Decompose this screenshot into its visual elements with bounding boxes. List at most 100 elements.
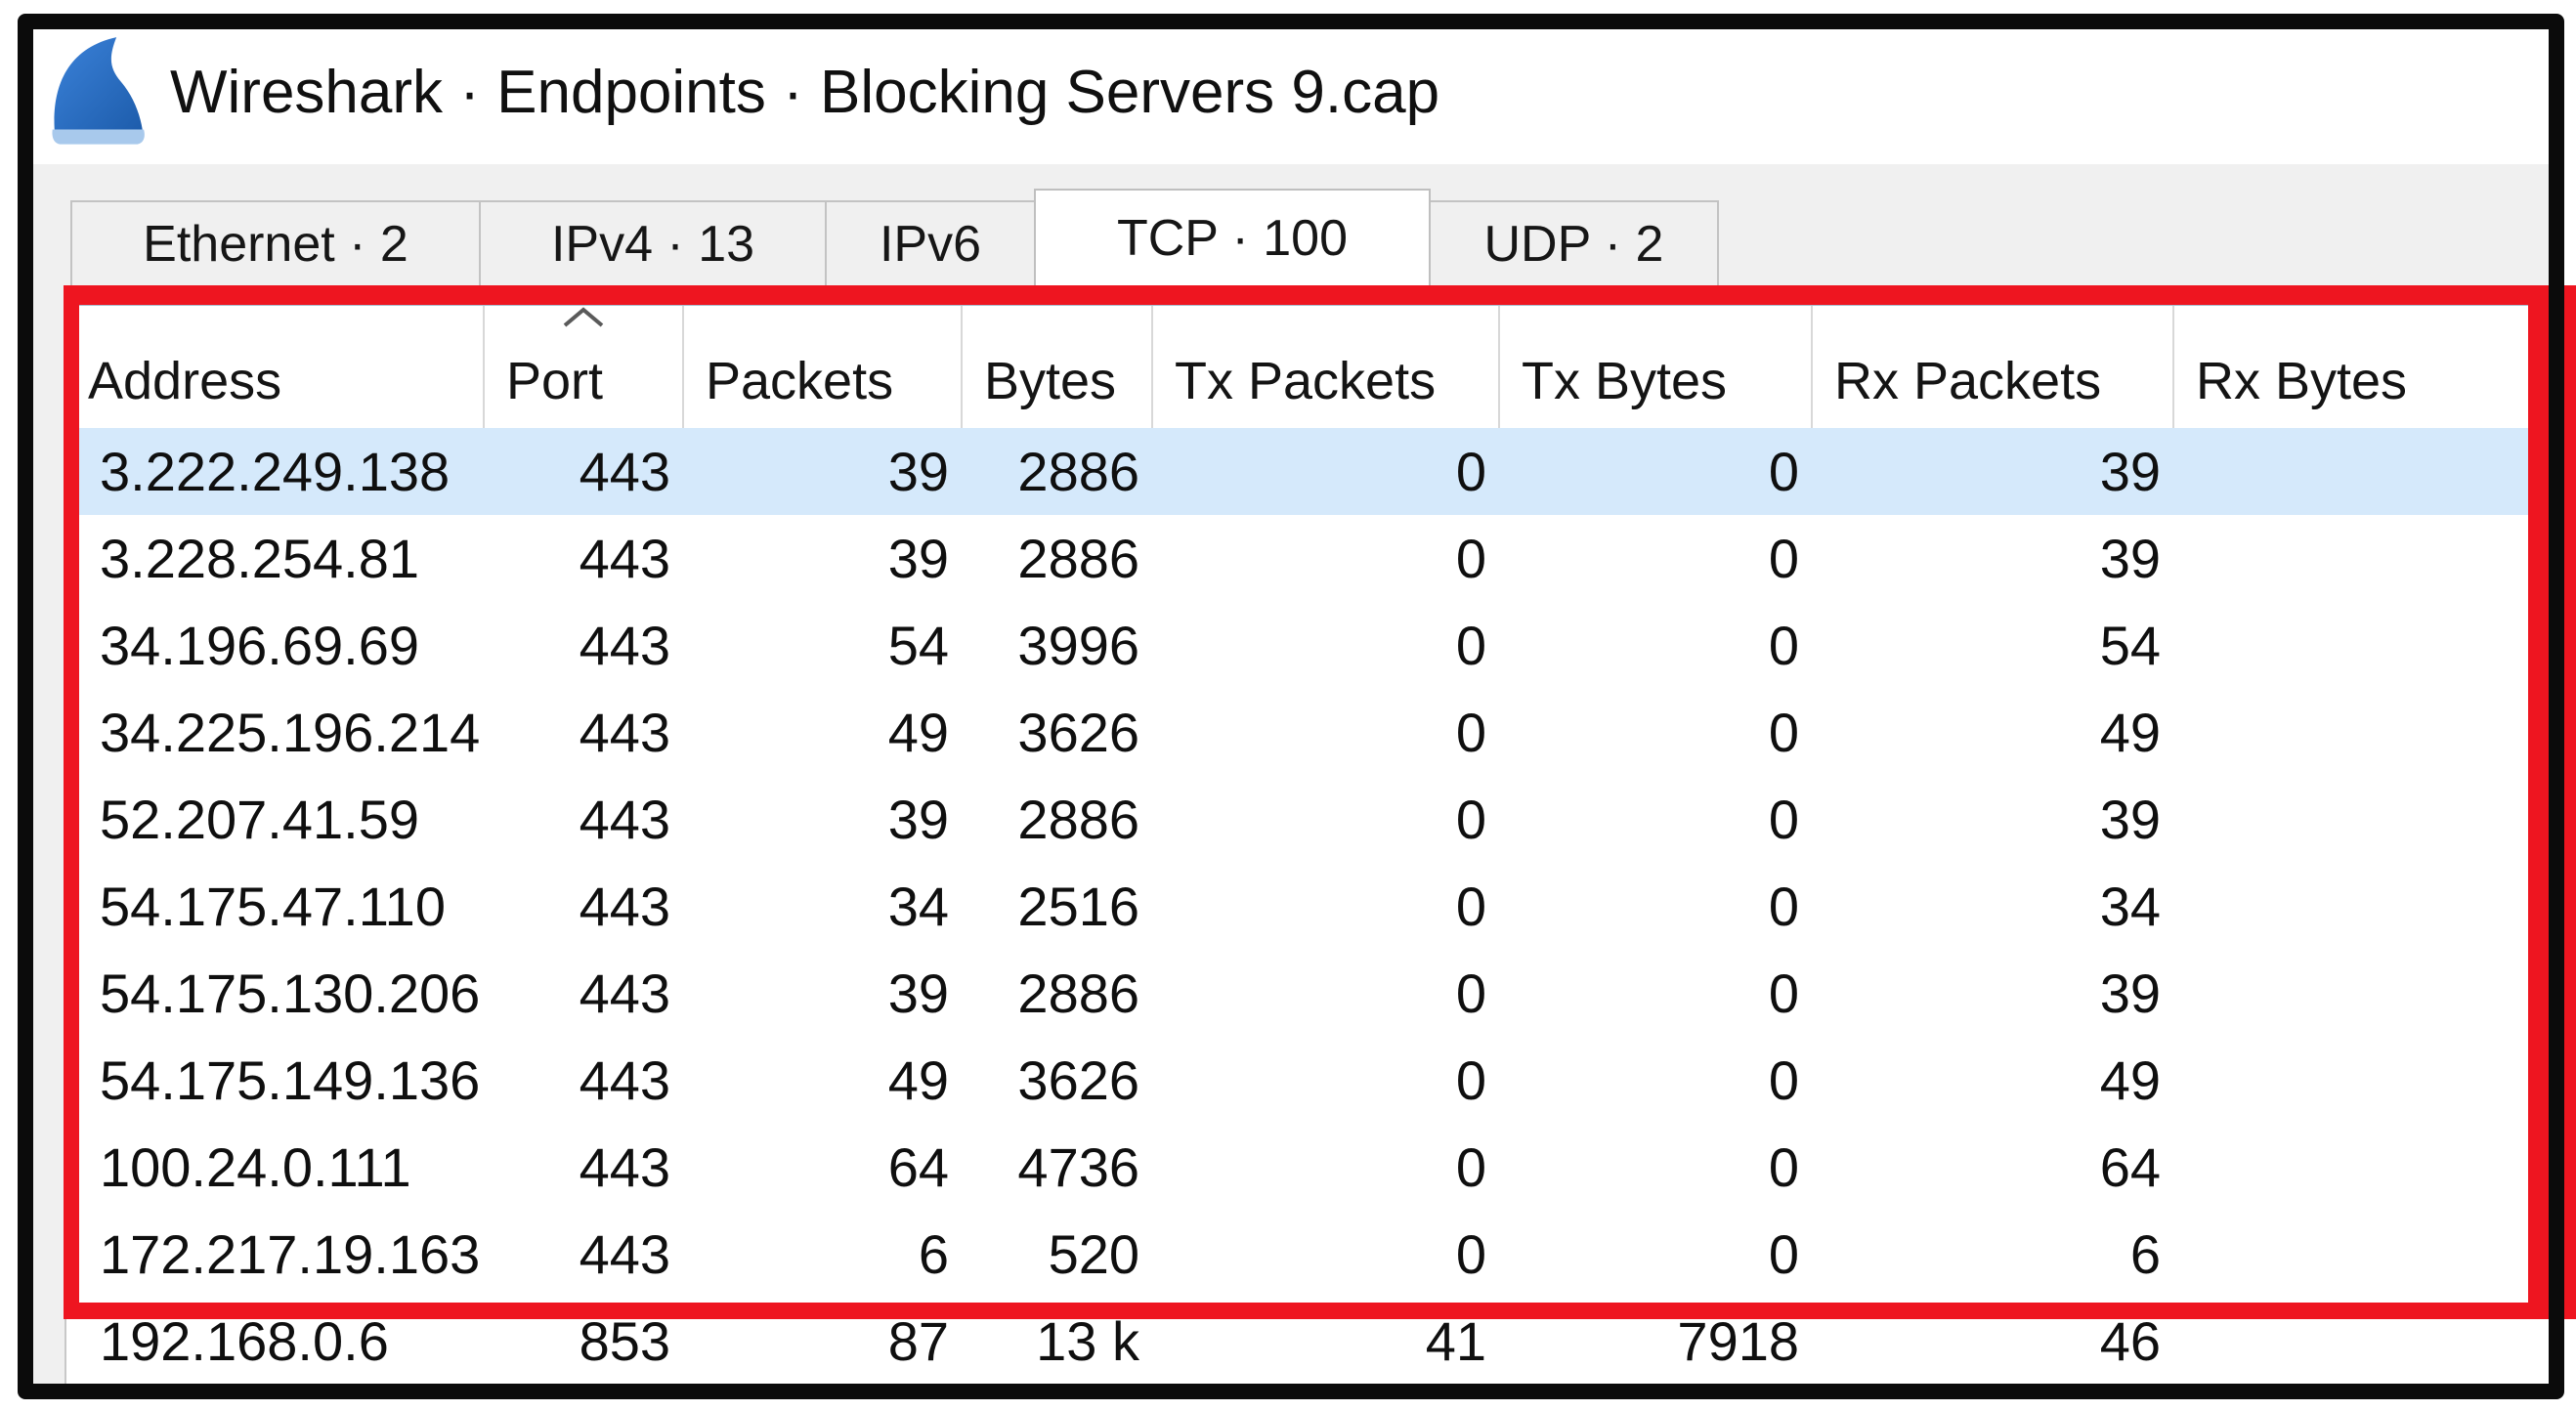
table-row[interactable]: 54.175.47.110 443 34 2516 0 0 34 [66, 863, 2549, 950]
cell-rx_packets: 49 [2099, 1049, 2161, 1111]
cell-rx_packets: 39 [2099, 789, 2161, 850]
cell-bytes: 3626 [1017, 1049, 1139, 1111]
cell-packets: 6 [918, 1223, 949, 1285]
cell-port: 443 [579, 528, 670, 589]
column-header-address[interactable]: Address [66, 306, 485, 428]
tab-tcp[interactable]: TCP · 100 [1034, 189, 1431, 285]
cell-packets: 64 [887, 1136, 949, 1198]
cell-tx_packets: 0 [1455, 962, 1486, 1024]
table-row[interactable]: 52.207.41.59 443 39 2886 0 0 39 [66, 776, 2549, 863]
wireshark-endpoints-window: Wireshark · Endpoints · Blocking Servers… [33, 29, 2549, 1384]
cell-tx_packets: 0 [1455, 441, 1486, 502]
cell-rx_bytes [2174, 1298, 2549, 1384]
table-row[interactable]: 192.168.0.6 853 87 13 k 41 7918 46 [66, 1298, 2549, 1384]
cell-rx_packets: 6 [2129, 1223, 2161, 1285]
cell-tx_bytes: 0 [1768, 528, 1799, 589]
cell-bytes: 2886 [1017, 789, 1139, 850]
column-header-port-label: Port [506, 351, 604, 410]
cell-rx_bytes [2174, 1211, 2549, 1298]
cell-rx_packets: 49 [2099, 702, 2161, 763]
table-row[interactable]: 34.225.196.214 443 49 3626 0 0 49 [66, 689, 2549, 776]
column-header-port[interactable]: Port [485, 306, 684, 428]
cell-rx_packets: 39 [2099, 441, 2161, 502]
cell-port: 443 [579, 615, 670, 676]
title-bar: Wireshark · Endpoints · Blocking Servers… [33, 29, 2549, 164]
tab-udp[interactable]: UDP · 2 [1429, 200, 1719, 285]
cell-rx_packets: 34 [2099, 876, 2161, 937]
cell-port: 443 [579, 441, 670, 502]
table-row[interactable]: 54.175.149.136 443 49 3626 0 0 49 [66, 1037, 2549, 1124]
cell-packets: 39 [887, 528, 949, 589]
table-row[interactable]: 172.217.19.163 443 6 520 0 0 6 [66, 1211, 2549, 1298]
cell-address: 34.225.196.214 [100, 702, 481, 763]
wireshark-fin-icon [52, 37, 145, 145]
cell-bytes: 2886 [1017, 528, 1139, 589]
cell-tx_bytes: 0 [1768, 615, 1799, 676]
cell-address: 54.175.47.110 [100, 876, 446, 937]
table-body: 3.222.249.138 443 39 2886 0 0 39 3.228.254.81 44… [66, 428, 2549, 1384]
table-row[interactable]: 3.222.249.138 443 39 2886 0 0 39 [66, 428, 2549, 515]
cell-bytes: 520 [1048, 1223, 1139, 1285]
column-header-rx-bytes[interactable]: Rx Bytes [2196, 351, 2408, 410]
table-row[interactable]: 54.175.130.206 443 39 2886 0 0 39 [66, 950, 2549, 1037]
endpoint-type-tabs: Ethernet · 2 IPv4 · 13 IPv6 TCP · 100 UD… [70, 189, 1719, 285]
cell-address: 3.222.249.138 [100, 441, 451, 502]
cell-address: 192.168.0.6 [100, 1310, 389, 1372]
cell-bytes: 3996 [1017, 615, 1139, 676]
cell-packets: 49 [887, 1049, 949, 1111]
tab-ethernet[interactable]: Ethernet · 2 [70, 200, 481, 285]
cell-address: 34.196.69.69 [100, 615, 419, 676]
cell-port: 443 [579, 962, 670, 1024]
endpoints-table-pane: Address Port Packets Bytes Tx Packets Tx… [64, 303, 2549, 1384]
cell-rx_bytes [2174, 863, 2549, 950]
cell-packets: 49 [887, 702, 949, 763]
cell-port: 443 [579, 789, 670, 850]
cell-tx_packets: 0 [1455, 702, 1486, 763]
cell-tx_bytes: 0 [1768, 1223, 1799, 1285]
cell-tx_packets: 0 [1455, 615, 1486, 676]
cell-address: 172.217.19.163 [100, 1223, 481, 1285]
cell-address: 100.24.0.111 [100, 1136, 411, 1198]
table-row[interactable]: 34.196.69.69 443 54 3996 0 0 54 [66, 602, 2549, 689]
table-row[interactable]: 100.24.0.111 443 64 4736 0 0 64 [66, 1124, 2549, 1211]
cell-port: 443 [579, 876, 670, 937]
table-row[interactable]: 3.228.254.81 443 39 2886 0 0 39 [66, 515, 2549, 602]
cell-address: 52.207.41.59 [100, 789, 419, 850]
cell-port: 443 [579, 1223, 670, 1285]
cell-port: 443 [579, 1049, 670, 1111]
column-header-bytes[interactable]: Bytes [963, 306, 1153, 428]
column-header-tx-packets[interactable]: Tx Packets [1153, 306, 1500, 428]
table-header-row: Address Port Packets Bytes Tx Packets Tx… [66, 306, 2549, 428]
cell-rx_bytes [2174, 776, 2549, 863]
cell-tx_bytes: 0 [1768, 1049, 1799, 1111]
cell-rx_bytes [2174, 950, 2549, 1037]
cell-rx_bytes [2174, 515, 2549, 602]
column-header-rx-packets[interactable]: Rx Packets [1813, 306, 2174, 428]
cell-tx_packets: 0 [1455, 789, 1486, 850]
cell-packets: 54 [887, 615, 949, 676]
column-header-packets[interactable]: Packets [684, 306, 963, 428]
cell-tx_packets: 41 [1425, 1310, 1486, 1372]
cell-rx_packets: 39 [2099, 528, 2161, 589]
cell-rx_packets: 46 [2099, 1310, 2161, 1372]
cell-rx_bytes [2174, 1124, 2549, 1211]
cell-rx_bytes [2174, 428, 2549, 515]
cell-tx_packets: 0 [1455, 1049, 1486, 1111]
cell-tx_packets: 0 [1455, 528, 1486, 589]
cell-packets: 34 [887, 876, 949, 937]
cell-rx_packets: 54 [2099, 615, 2161, 676]
cell-tx_packets: 0 [1455, 1136, 1486, 1198]
cell-packets: 39 [887, 962, 949, 1024]
column-header-tx-bytes[interactable]: Tx Bytes [1500, 306, 1813, 428]
cell-rx_bytes [2174, 1037, 2549, 1124]
cell-tx_bytes: 0 [1768, 441, 1799, 502]
cell-address: 3.228.254.81 [100, 528, 419, 589]
cell-tx_bytes: 0 [1768, 1136, 1799, 1198]
cell-rx_bytes [2174, 602, 2549, 689]
cell-address: 54.175.149.136 [100, 1049, 481, 1111]
cell-bytes: 2516 [1017, 876, 1139, 937]
cell-address: 54.175.130.206 [100, 962, 481, 1024]
tab-ipv6[interactable]: IPv6 [825, 200, 1036, 285]
tab-ipv4[interactable]: IPv4 · 13 [479, 200, 827, 285]
